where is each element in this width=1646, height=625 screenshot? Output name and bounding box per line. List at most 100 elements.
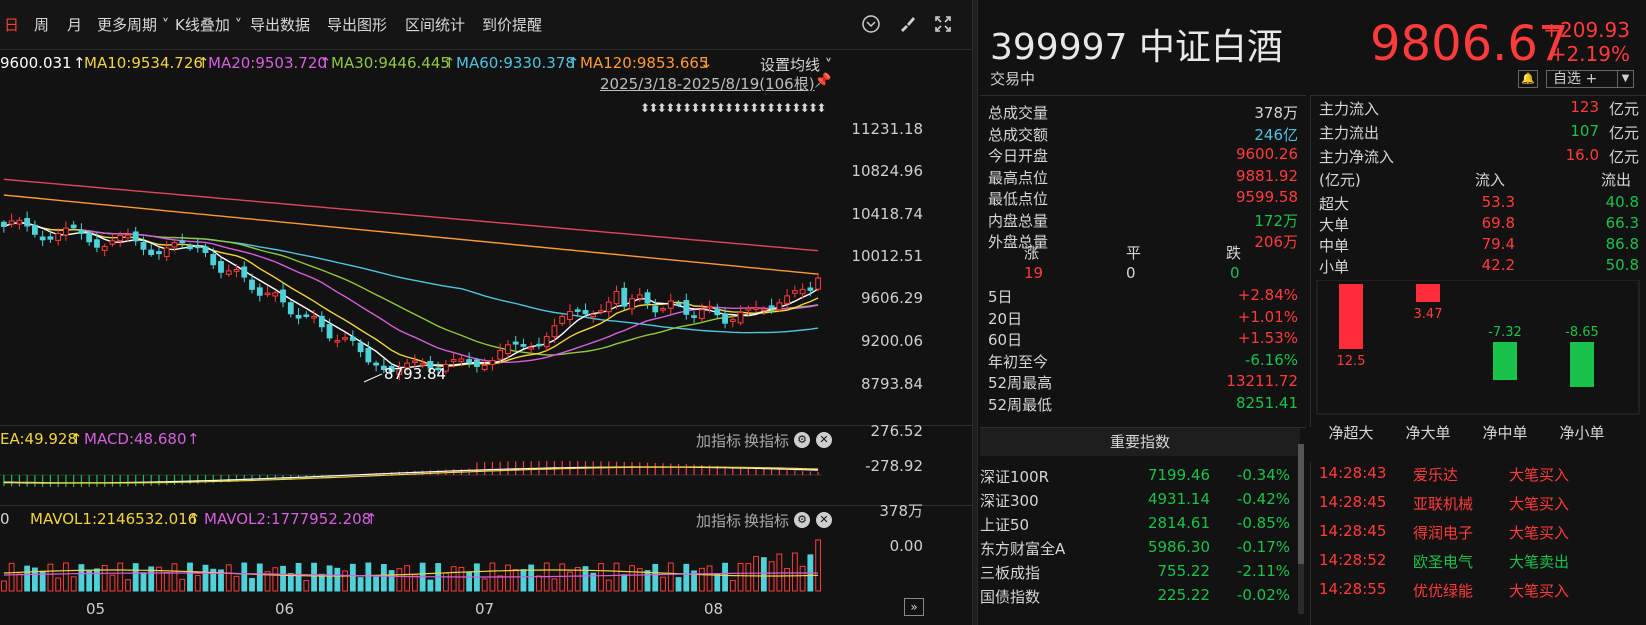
volume-bar xyxy=(644,570,651,592)
stat-label: 总成交量 xyxy=(988,104,1049,122)
chevron-down-circle-icon[interactable] xyxy=(860,14,882,36)
macd-dea: EA:49.928 xyxy=(0,430,78,448)
candle-body xyxy=(326,323,333,339)
index-row[interactable]: 上证50 2814.61 -0.85% xyxy=(980,514,1300,538)
period-day-tab[interactable]: 日 xyxy=(4,16,20,34)
ma-settings-dropdown[interactable]: 设置均线 ˅ xyxy=(760,56,833,74)
volume-bar xyxy=(481,578,488,592)
flow-in-value: 69.8 xyxy=(1481,214,1515,232)
trade-row[interactable]: 14:28:55 优优绿能 大笔买入 xyxy=(1311,580,1646,608)
candle-body xyxy=(63,227,69,236)
trade-row[interactable]: 14:28:45 得润电子 大笔买入 xyxy=(1311,522,1646,550)
macd-header: EA:49.928 ↑ MACD:48.680 ↑ 加指标 换指标 ⚙ ✕ xyxy=(0,425,972,451)
candle-body xyxy=(194,245,201,249)
volume-bar xyxy=(466,571,473,592)
candle-body xyxy=(78,229,85,234)
period-month-tab[interactable]: 月 xyxy=(67,16,83,34)
interval-stats-button[interactable]: 区间统计 xyxy=(405,16,466,34)
candle-body xyxy=(24,218,31,227)
volume-bar xyxy=(280,565,286,592)
brush-icon[interactable] xyxy=(896,14,918,36)
volume-bar xyxy=(163,571,170,592)
volume-bar xyxy=(125,579,131,592)
volume-bar xyxy=(745,563,752,592)
ma5-value: 9600.031 xyxy=(0,54,72,72)
candle-body xyxy=(598,310,604,313)
close-icon[interactable]: ✕ xyxy=(816,432,832,448)
flow-in-header: 流入 xyxy=(1475,171,1506,189)
export-data-button[interactable]: 导出数据 xyxy=(250,16,311,34)
volume-bar xyxy=(536,575,542,592)
trade-row[interactable]: 14:28:52 欧圣电气 大笔卖出 xyxy=(1311,551,1646,579)
pin-icon[interactable]: 📌 xyxy=(814,73,832,89)
index-name: 深证100R xyxy=(980,468,1050,486)
volume-bar xyxy=(396,568,403,592)
period-week-tab[interactable]: 周 xyxy=(34,16,50,34)
index-row[interactable]: 国债指数 225.22 -0.02% xyxy=(980,586,1300,610)
kline-overlay-dropdown[interactable]: K线叠加 ˅ xyxy=(175,16,243,34)
index-row[interactable]: 三板成指 755.22 -2.11% xyxy=(980,562,1300,586)
limit-arrow-icon: ⬍ xyxy=(749,101,759,115)
net-flow-bar xyxy=(1570,342,1594,387)
add-indicator-button[interactable]: 加指标 xyxy=(696,432,742,450)
fullscreen-icon[interactable] xyxy=(932,14,954,36)
stat-label: 外盘总量 xyxy=(988,233,1049,251)
flat-count: 0 xyxy=(1126,264,1136,282)
gear-icon[interactable]: ⚙ xyxy=(794,512,810,528)
volume-bar xyxy=(691,570,697,592)
perf-value: +1.01% xyxy=(1237,307,1298,326)
close-icon[interactable]: ✕ xyxy=(816,512,832,528)
ma5-arrow-icon: ↑ xyxy=(73,54,86,72)
price-alert-button[interactable]: 到价提醒 xyxy=(482,16,543,34)
stat-value: 9599.58 xyxy=(1235,188,1298,206)
scrollbar-thumb[interactable] xyxy=(1298,444,1304,564)
stat-value: 172万 xyxy=(1254,211,1298,230)
index-row[interactable]: 东方财富全A 5986.30 -0.17% xyxy=(980,538,1300,562)
add-indicator-button[interactable]: 加指标 xyxy=(696,512,742,530)
index-row[interactable]: 深证300 4931.14 -0.42% xyxy=(980,490,1300,514)
candle-body xyxy=(559,315,566,324)
volume-bar xyxy=(63,562,69,592)
candle-body xyxy=(520,344,527,347)
candle-body xyxy=(47,236,54,240)
switch-indicator-button[interactable]: 换指标 xyxy=(744,432,790,450)
volume-bar xyxy=(427,579,434,592)
mavol1-arrow-icon: ↑ xyxy=(188,510,201,528)
candle-body xyxy=(233,269,240,272)
chevron-down-icon[interactable]: ▼ xyxy=(1617,71,1633,87)
kline-chart[interactable]: ⬍ ⬍ ⬍ ⬍ ⬍ ⬍ ⬍ ⬍ ⬍ ⬍ ⬍ ⬍ ⬍ ⬍ ⬍ ⬍ ⬍ ⬍ ⬍ ⬍ ⬍ ⬍ 11231.18 10824.96… xyxy=(0,50,972,425)
volume-bar xyxy=(675,577,682,592)
add-watchlist-button[interactable]: 自选 + ▼ xyxy=(1546,70,1634,88)
switch-indicator-button[interactable]: 换指标 xyxy=(744,512,790,530)
trade-row[interactable]: 14:28:43 爱乐达 大笔买入 xyxy=(1311,464,1646,492)
stat-row: 今日开盘 9600.26 xyxy=(988,145,1298,167)
volume-bar xyxy=(349,563,356,592)
candle-body xyxy=(474,359,480,367)
export-graph-button[interactable]: 导出图形 xyxy=(327,16,388,34)
limit-arrow-icon: ⬍ xyxy=(800,101,810,115)
volume-bar xyxy=(497,575,504,592)
scrollbar[interactable] xyxy=(1298,444,1304,614)
candle-body xyxy=(714,308,721,316)
trade-row[interactable]: 14:28:45 亚联机械 大笔买入 xyxy=(1311,493,1646,521)
candle-body xyxy=(373,362,380,366)
more-period-dropdown[interactable]: 更多周期 ˅ xyxy=(97,16,170,34)
net-flow-bar xyxy=(1416,284,1440,303)
index-row[interactable]: 深证100R 7199.46 -0.34% xyxy=(980,466,1300,490)
candle-body xyxy=(489,360,496,365)
price-change: +209.93 +2.19% xyxy=(1543,18,1630,66)
candle-body xyxy=(536,343,542,347)
volume-bar xyxy=(567,571,573,592)
volume-bar xyxy=(605,579,612,592)
gear-icon[interactable]: ⚙ xyxy=(794,432,810,448)
stat-row: 外盘总量 206万 xyxy=(988,231,1298,253)
y-tick: 10012.51 xyxy=(851,247,923,265)
stat-row: 总成交量 378万 xyxy=(988,102,1298,124)
bell-icon[interactable]: 🔔 xyxy=(1518,70,1538,88)
candle-body xyxy=(691,315,697,318)
vol-value: 0 xyxy=(0,510,10,528)
panel-divider[interactable] xyxy=(972,0,978,625)
candle-body xyxy=(318,315,325,328)
expand-panel-icon[interactable]: » xyxy=(904,598,924,616)
net-flow-value: -8.65 xyxy=(1565,325,1599,340)
